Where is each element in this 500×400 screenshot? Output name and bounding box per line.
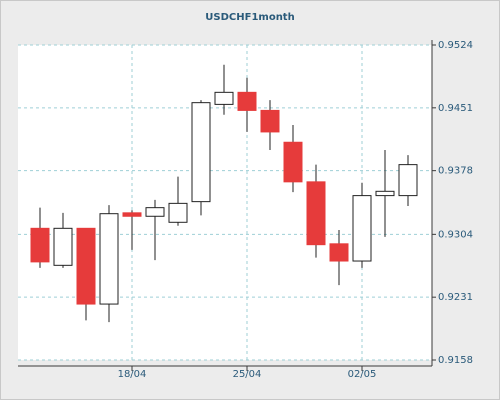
y-tick-label: 0.9231 bbox=[438, 292, 473, 303]
candle-body bbox=[53, 227, 73, 266]
candle-body bbox=[260, 109, 280, 133]
candle-body bbox=[30, 227, 50, 263]
candle-body bbox=[306, 181, 326, 246]
x-tick-label: 25/04 bbox=[233, 369, 262, 380]
candle-body bbox=[122, 212, 142, 217]
candle-body bbox=[352, 195, 372, 262]
candle-body bbox=[283, 141, 303, 183]
candle-body bbox=[398, 164, 418, 197]
y-tick-label: 0.9451 bbox=[438, 103, 473, 114]
candle-body bbox=[329, 243, 349, 262]
candle-body bbox=[191, 102, 211, 203]
y-tick-label: 0.9158 bbox=[438, 355, 473, 366]
candle-body bbox=[214, 91, 234, 105]
x-tick-label: 18/04 bbox=[118, 369, 147, 380]
candle-body bbox=[168, 202, 188, 223]
candle-body bbox=[76, 227, 96, 305]
y-tick-label: 0.9304 bbox=[438, 229, 473, 240]
candle-body bbox=[99, 213, 119, 305]
candle-body bbox=[375, 190, 395, 197]
x-tick-label: 02/05 bbox=[348, 369, 377, 380]
y-tick-label: 0.9378 bbox=[438, 166, 473, 177]
chart-title: USDCHF1month bbox=[205, 12, 294, 23]
y-tick-label: 0.9524 bbox=[438, 40, 473, 51]
candle-body bbox=[145, 207, 165, 217]
candle-body bbox=[237, 91, 257, 111]
